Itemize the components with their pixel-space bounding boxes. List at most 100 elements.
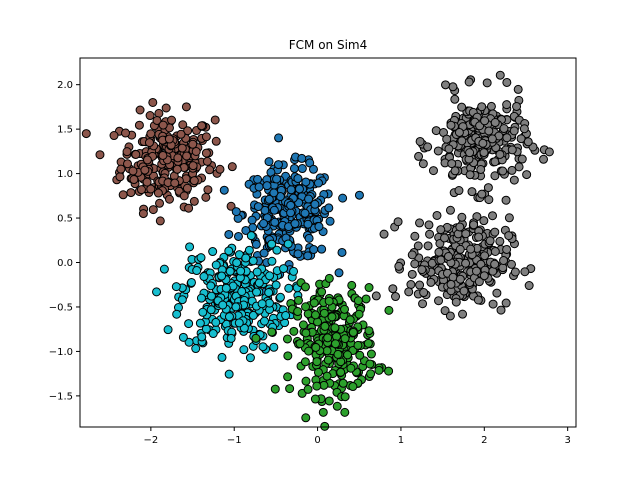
data-point — [218, 300, 228, 310]
data-point — [301, 376, 311, 386]
data-point — [309, 245, 319, 255]
data-point — [269, 188, 279, 198]
data-point — [467, 187, 477, 197]
data-point — [459, 286, 469, 296]
data-point — [201, 192, 211, 202]
data-point — [300, 357, 310, 367]
data-point — [205, 165, 215, 175]
data-point — [327, 312, 337, 322]
data-point — [346, 363, 356, 373]
data-point — [142, 177, 152, 187]
data-point — [155, 216, 165, 226]
data-point — [136, 185, 146, 195]
data-point — [490, 157, 500, 167]
data-point — [436, 225, 446, 235]
data-point — [138, 209, 148, 219]
data-point — [232, 258, 242, 268]
data-point — [431, 126, 441, 136]
data-point — [189, 176, 199, 186]
data-point — [219, 185, 229, 195]
data-point — [289, 326, 299, 336]
data-point — [507, 165, 517, 175]
data-point — [487, 134, 497, 144]
data-point — [476, 164, 486, 174]
data-point — [332, 332, 341, 342]
data-point — [259, 316, 269, 326]
data-point — [176, 129, 186, 139]
data-point — [364, 283, 374, 293]
data-point — [283, 239, 293, 249]
y-tick-label: 1.0 — [57, 169, 73, 180]
data-point — [490, 171, 500, 181]
y-tick-label: 0.5 — [57, 214, 73, 225]
data-point — [455, 244, 465, 254]
data-point — [297, 164, 307, 174]
data-point — [121, 128, 131, 138]
data-point — [211, 136, 221, 146]
data-point — [203, 185, 213, 195]
data-point — [221, 283, 231, 293]
data-point — [115, 172, 125, 182]
data-point — [298, 320, 308, 330]
data-point — [340, 304, 350, 314]
series-5 — [371, 210, 536, 321]
x-tick-label: 0 — [314, 435, 320, 446]
data-point — [179, 191, 189, 201]
data-point — [215, 164, 225, 174]
data-point — [258, 342, 268, 352]
data-point — [300, 208, 310, 218]
data-point — [407, 250, 417, 260]
data-point — [406, 280, 416, 290]
data-point — [189, 196, 199, 206]
data-point — [455, 222, 465, 232]
data-point — [343, 350, 353, 360]
data-point — [440, 306, 450, 316]
data-point — [142, 155, 152, 165]
data-point — [514, 162, 524, 172]
data-point — [304, 233, 314, 243]
data-point — [354, 190, 364, 200]
data-point — [320, 321, 330, 331]
data-point — [454, 127, 464, 137]
data-point — [308, 164, 318, 174]
data-point — [433, 146, 443, 156]
data-point — [418, 299, 428, 309]
data-point — [464, 77, 474, 87]
data-point — [144, 138, 154, 148]
data-point — [158, 120, 168, 130]
data-point — [384, 305, 394, 315]
data-point — [504, 213, 514, 223]
data-point — [473, 295, 483, 305]
data-point — [324, 203, 334, 213]
data-point — [303, 251, 313, 261]
data-point — [267, 239, 277, 249]
data-point — [447, 159, 457, 169]
data-point — [312, 357, 322, 367]
data-point — [161, 103, 171, 113]
data-point — [415, 218, 425, 228]
series-4 — [414, 70, 554, 215]
data-point — [331, 339, 340, 349]
data-point — [281, 311, 291, 321]
data-point — [498, 166, 508, 176]
data-point — [286, 208, 296, 218]
data-point — [417, 265, 427, 275]
data-point — [267, 256, 277, 266]
data-point — [310, 394, 320, 404]
data-point — [407, 269, 417, 279]
data-point — [319, 308, 329, 318]
data-point — [502, 100, 512, 110]
data-point — [146, 129, 156, 139]
data-point — [234, 318, 244, 328]
data-point — [196, 253, 206, 263]
data-point — [454, 186, 464, 196]
x-tick-label: 2 — [481, 435, 487, 446]
data-point — [236, 266, 246, 276]
data-point — [340, 392, 350, 402]
data-point — [509, 126, 519, 136]
data-point — [224, 369, 234, 379]
data-point — [211, 317, 221, 327]
data-point — [428, 166, 438, 176]
x-axis: −2 −1 0 1 2 3 — [143, 427, 571, 446]
data-point — [197, 121, 207, 131]
